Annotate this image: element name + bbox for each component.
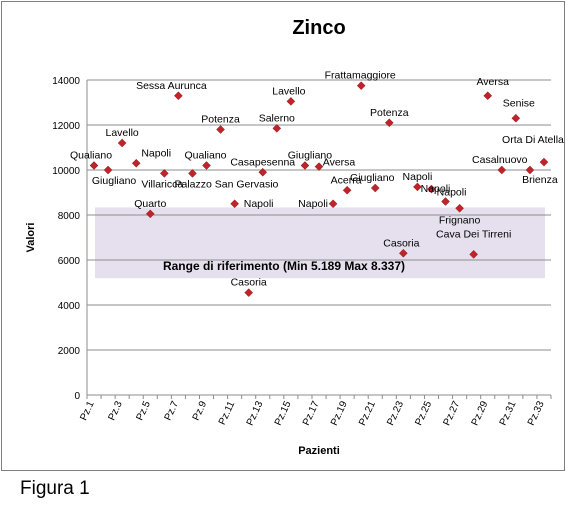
chart-title: Zinco	[292, 17, 345, 39]
data-label: Napoli	[403, 171, 433, 183]
x-tick-label: Pz.1	[78, 399, 97, 422]
data-label: Napoli	[298, 198, 328, 210]
data-point	[328, 199, 338, 209]
data-label: Lavello	[106, 127, 139, 139]
data-point	[145, 209, 155, 219]
data-label: Napoli	[437, 187, 467, 199]
y-tick-label: 2000	[58, 346, 81, 357]
data-point	[356, 81, 366, 90]
data-label: Napoli	[421, 183, 451, 195]
data-label: Sessa Aurunca	[136, 80, 207, 92]
data-point	[455, 203, 464, 213]
data-point	[272, 124, 282, 133]
data-label: Aversa	[476, 76, 509, 88]
data-label: Orta Di Atella	[502, 134, 564, 146]
zinco-scatter-chart: Zinco 0 2000 4000 6000 8000 10000 12000 14000 Pz.…	[25, 17, 564, 457]
data-point	[300, 161, 310, 170]
x-tick-label: Pz.19	[329, 399, 350, 427]
data-point	[117, 138, 127, 148]
data-label: Potenza	[370, 107, 409, 119]
chart-frame: Zinco 0 2000 4000 6000 8000 10000 12000 14000 Pz.…	[1, 1, 565, 471]
x-tick-label: Pz.23	[385, 399, 406, 427]
data-point	[525, 165, 535, 175]
x-tick-label: Pz.21	[357, 399, 378, 427]
data-label: Napoli	[141, 147, 171, 159]
data-point	[441, 197, 450, 206]
y-tick-label: 12000	[52, 121, 80, 132]
data-label: Casalnuovo	[472, 154, 528, 166]
x-tick-label: Pz.3	[106, 399, 125, 422]
data-point	[342, 185, 352, 195]
data-label: Giugliano	[288, 150, 333, 162]
data-label: Frattamaggiore	[325, 70, 396, 82]
x-tick-label: Pz.17	[301, 399, 322, 427]
data-point	[89, 161, 99, 170]
x-tick-label: Pz.7	[163, 399, 182, 422]
x-tick-label: Pz.29	[470, 399, 491, 427]
x-tick-label: Pz.15	[273, 399, 294, 427]
data-label: Giugliano	[92, 175, 137, 187]
data-point	[174, 91, 183, 101]
data-point	[230, 199, 239, 209]
x-tick-label: Pz.5	[135, 399, 154, 422]
x-tick-label: Pz.25	[413, 399, 434, 427]
figure-caption: Figura 1	[20, 478, 90, 499]
data-point	[216, 125, 225, 134]
data-point	[413, 182, 422, 192]
data-point	[188, 169, 197, 178]
x-axis-title: Pazienti	[298, 445, 340, 457]
data-point	[286, 97, 296, 106]
data-point	[427, 184, 436, 194]
y-axis-title: Valori	[25, 223, 37, 253]
data-point	[314, 162, 324, 171]
data-point	[399, 248, 408, 258]
y-tick-label: 10000	[52, 166, 80, 177]
y-tick-label: 0	[74, 391, 80, 402]
data-label: Quarto	[134, 198, 166, 210]
data-label: Acerra	[331, 174, 362, 186]
data-point	[244, 288, 254, 297]
reference-range-band	[95, 207, 545, 279]
x-tick-label: Pz.31	[498, 399, 519, 427]
data-label: Potenza	[201, 114, 240, 126]
y-tick-label: 14000	[52, 76, 80, 87]
data-point	[159, 169, 169, 178]
x-tick-label: Pz.27	[442, 399, 463, 427]
data-label: Salerno	[259, 112, 295, 124]
y-tick-label: 6000	[58, 256, 81, 267]
data-label: Senise	[503, 97, 535, 109]
data-point	[103, 165, 113, 175]
data-label: Napoli	[244, 198, 274, 210]
data-label: Casoria	[231, 277, 267, 289]
y-tick-label: 4000	[58, 301, 81, 312]
data-point	[539, 157, 549, 167]
data-point	[131, 158, 141, 168]
data-point	[370, 183, 380, 193]
data-point	[511, 113, 521, 123]
data-point	[202, 161, 211, 170]
data-label: Brienza	[522, 174, 558, 186]
data-point	[483, 91, 493, 101]
x-tick-label: Pz.33	[526, 399, 547, 427]
x-tick-label: Pz.9	[191, 399, 210, 422]
data-point	[497, 165, 507, 175]
data-label: Palazzo San Gervasio	[175, 178, 279, 190]
data-label: Cava Dei Tirreni	[436, 228, 511, 240]
x-tick-label: Pz.11	[217, 399, 238, 427]
data-label: Giugliano	[350, 172, 395, 184]
data-label: Casapesenna	[230, 156, 295, 168]
data-label: Qualiano	[184, 150, 226, 162]
reference-range-label: Range di riferimento (Min 5.189 Max 8.33…	[163, 259, 405, 273]
data-point	[384, 118, 394, 128]
x-tick-label: Pz.13	[245, 399, 266, 427]
data-point	[469, 250, 479, 259]
data-label: Qualiano	[70, 150, 112, 162]
data-label: Aversa	[323, 157, 356, 169]
data-point	[258, 167, 268, 177]
data-label: Lavello	[272, 85, 305, 97]
data-label: Casoria	[383, 237, 419, 249]
data-label: Villaricca	[141, 178, 183, 190]
y-tick-label: 8000	[58, 211, 81, 222]
data-label: Frignano	[439, 214, 481, 226]
